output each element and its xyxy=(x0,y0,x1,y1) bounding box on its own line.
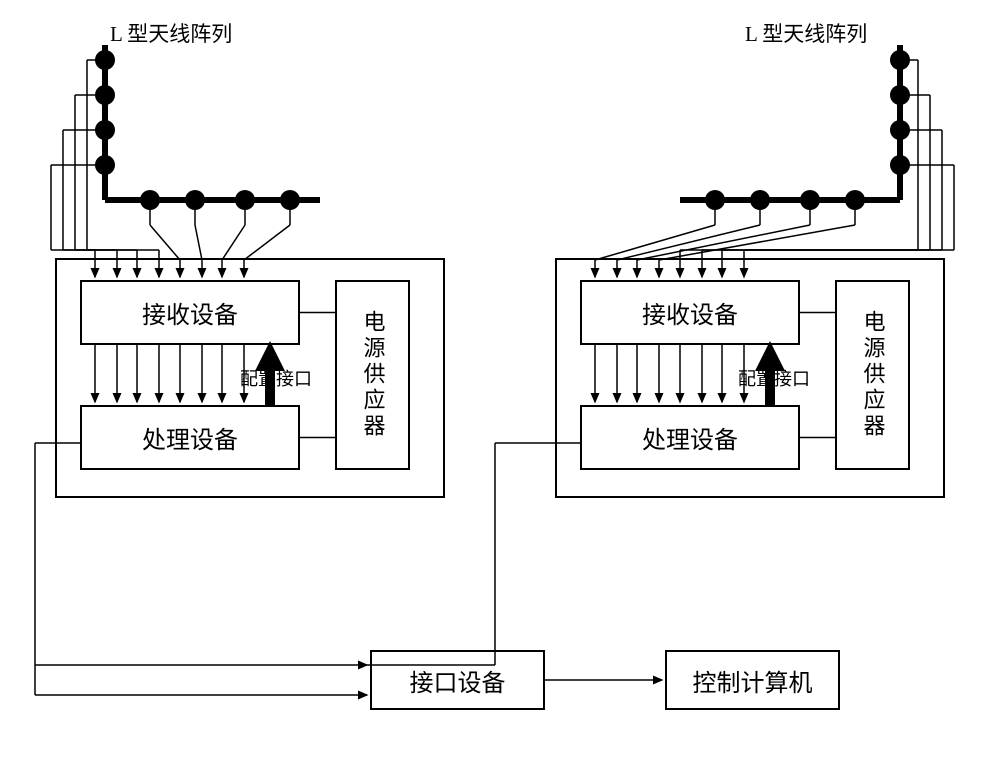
antenna-label-right: L 型天线阵列 xyxy=(745,18,867,48)
left-processor-label: 处理设备 xyxy=(142,420,238,455)
right-config-label: 配置接口 xyxy=(738,365,810,391)
left-processor-box: 处理设备 xyxy=(80,405,300,470)
left-power-label: 电源供应器 xyxy=(357,310,389,440)
right-processor-box: 处理设备 xyxy=(580,405,800,470)
interface-device-box: 接口设备 xyxy=(370,650,545,710)
control-computer-box: 控制计算机 xyxy=(665,650,840,710)
left-config-label: 配置接口 xyxy=(240,365,312,391)
right-receiver-box: 接收设备 xyxy=(580,280,800,345)
right-power-box: 电源供应器 xyxy=(835,280,910,470)
left-receiver-box: 接收设备 xyxy=(80,280,300,345)
interface-device-label: 接口设备 xyxy=(410,663,506,698)
antenna-label-left: L 型天线阵列 xyxy=(110,18,232,48)
right-power-label: 电源供应器 xyxy=(857,310,889,440)
left-power-box: 电源供应器 xyxy=(335,280,410,470)
left-receiver-label: 接收设备 xyxy=(142,295,238,330)
right-processor-label: 处理设备 xyxy=(642,420,738,455)
diagram-container: L 型天线阵列 L 型天线阵列 接收设备 处理设备 电源供应器 配置接口 接收设… xyxy=(0,0,1000,781)
control-computer-label: 控制计算机 xyxy=(693,663,813,698)
right-receiver-label: 接收设备 xyxy=(642,295,738,330)
